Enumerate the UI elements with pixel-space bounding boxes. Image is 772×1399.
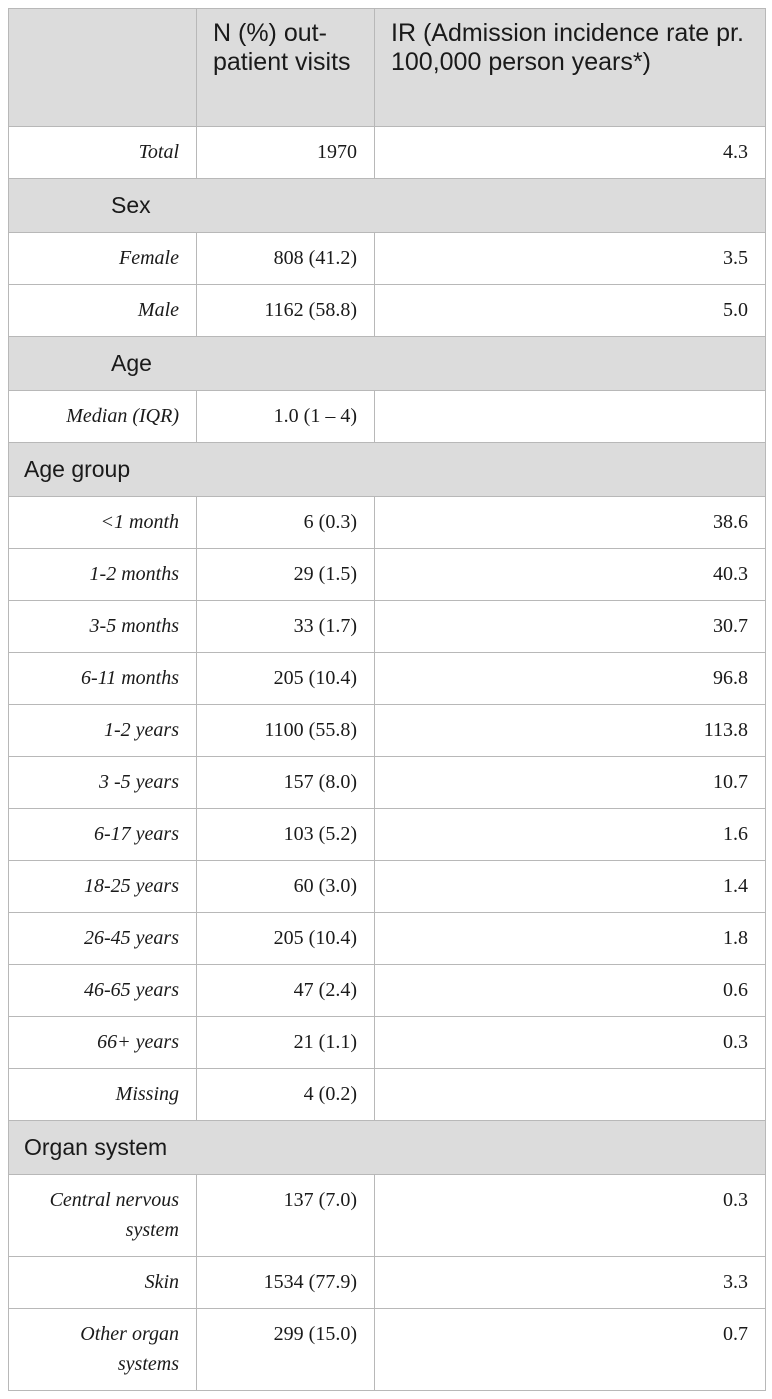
n-cell: 47 (2.4) <box>196 964 375 1017</box>
ir-cell: 113.8 <box>374 704 766 757</box>
table-row: Female 808 (41.2) 3.5 <box>8 232 766 285</box>
n-cell: 137 (7.0) <box>196 1174 375 1257</box>
table-row: Male 1162 (58.8) 5.0 <box>8 284 766 337</box>
ir-cell: 4.3 <box>374 126 766 179</box>
n-cell: 33 (1.7) <box>196 600 375 653</box>
table-row: 66+ years 21 (1.1) 0.3 <box>8 1016 766 1069</box>
row-label: Other organ systems <box>8 1308 197 1391</box>
ir-cell: 38.6 <box>374 496 766 549</box>
section-row-age: Age <box>8 336 766 391</box>
row-label: Missing <box>8 1068 197 1121</box>
ir-cell <box>374 1068 766 1121</box>
ir-cell: 10.7 <box>374 756 766 809</box>
row-label: 1-2 months <box>8 548 197 601</box>
n-cell: 6 (0.3) <box>196 496 375 549</box>
n-cell: 205 (10.4) <box>196 652 375 705</box>
row-label: Female <box>8 232 197 285</box>
row-label: 26-45 years <box>8 912 197 965</box>
ir-cell <box>374 390 766 443</box>
table-row: Other organ systems 299 (15.0) 0.7 <box>8 1308 766 1391</box>
table-row: 1-2 years 1100 (55.8) 113.8 <box>8 704 766 757</box>
ir-cell: 0.6 <box>374 964 766 1017</box>
row-label: 66+ years <box>8 1016 197 1069</box>
n-cell: 1100 (55.8) <box>196 704 375 757</box>
n-cell: 29 (1.5) <box>196 548 375 601</box>
section-label: Organ system <box>8 1120 766 1175</box>
section-row-sex: Sex <box>8 178 766 233</box>
row-label: 6-17 years <box>8 808 197 861</box>
n-cell: 1534 (77.9) <box>196 1256 375 1309</box>
section-label: Age <box>8 336 766 391</box>
n-cell: 60 (3.0) <box>196 860 375 913</box>
table-row: <1 month 6 (0.3) 38.6 <box>8 496 766 549</box>
ir-cell: 1.6 <box>374 808 766 861</box>
table-row: 3-5 months 33 (1.7) 30.7 <box>8 600 766 653</box>
ir-cell: 3.3 <box>374 1256 766 1309</box>
n-cell: 808 (41.2) <box>196 232 375 285</box>
header-outpatient-visits: N (%) out-patient visits <box>196 8 375 127</box>
ir-cell: 40.3 <box>374 548 766 601</box>
row-label: 3 -5 years <box>8 756 197 809</box>
row-label: 6-11 months <box>8 652 197 705</box>
header-blank <box>8 8 197 127</box>
row-label: Male <box>8 284 197 337</box>
n-cell: 299 (15.0) <box>196 1308 375 1391</box>
n-cell: 1970 <box>196 126 375 179</box>
ir-cell: 30.7 <box>374 600 766 653</box>
table-row: 6-17 years 103 (5.2) 1.6 <box>8 808 766 861</box>
n-cell: 157 (8.0) <box>196 756 375 809</box>
ir-cell: 3.5 <box>374 232 766 285</box>
n-cell: 205 (10.4) <box>196 912 375 965</box>
row-label: Median (IQR) <box>8 390 197 443</box>
section-row-organ-system: Organ system <box>8 1120 766 1175</box>
n-cell: 103 (5.2) <box>196 808 375 861</box>
table-row: Median (IQR) 1.0 (1 – 4) <box>8 390 766 443</box>
ir-cell: 0.7 <box>374 1308 766 1391</box>
header-row: N (%) out-patient visits IR (Admission i… <box>8 8 766 127</box>
row-label: Skin <box>8 1256 197 1309</box>
row-label: 3-5 months <box>8 600 197 653</box>
ir-cell: 0.3 <box>374 1174 766 1257</box>
table-row: 46-65 years 47 (2.4) 0.6 <box>8 964 766 1017</box>
row-label: 46-65 years <box>8 964 197 1017</box>
row-label: 1-2 years <box>8 704 197 757</box>
table-row: Skin 1534 (77.9) 3.3 <box>8 1256 766 1309</box>
ir-cell: 1.8 <box>374 912 766 965</box>
table-row: Total 1970 4.3 <box>8 126 766 179</box>
row-label: 18-25 years <box>8 860 197 913</box>
table-row: 1-2 months 29 (1.5) 40.3 <box>8 548 766 601</box>
row-label: <1 month <box>8 496 197 549</box>
section-label: Sex <box>8 178 766 233</box>
ir-cell: 5.0 <box>374 284 766 337</box>
table-row: Missing 4 (0.2) <box>8 1068 766 1121</box>
table-row: 26-45 years 205 (10.4) 1.8 <box>8 912 766 965</box>
row-label: Total <box>8 126 197 179</box>
table-row: Central nervous system 137 (7.0) 0.3 <box>8 1174 766 1257</box>
n-cell: 21 (1.1) <box>196 1016 375 1069</box>
table-row: 18-25 years 60 (3.0) 1.4 <box>8 860 766 913</box>
n-cell: 1.0 (1 – 4) <box>196 390 375 443</box>
ir-cell: 1.4 <box>374 860 766 913</box>
n-cell: 4 (0.2) <box>196 1068 375 1121</box>
ir-cell: 96.8 <box>374 652 766 705</box>
table-row: 6-11 months 205 (10.4) 96.8 <box>8 652 766 705</box>
data-table: N (%) out-patient visits IR (Admission i… <box>8 8 766 1391</box>
row-label: Central nervous system <box>8 1174 197 1257</box>
ir-cell: 0.3 <box>374 1016 766 1069</box>
section-row-age-group: Age group <box>8 442 766 497</box>
table-row: 3 -5 years 157 (8.0) 10.7 <box>8 756 766 809</box>
n-cell: 1162 (58.8) <box>196 284 375 337</box>
section-label: Age group <box>8 442 766 497</box>
header-incidence-rate: IR (Admission incidence rate pr. 100,000… <box>374 8 766 127</box>
